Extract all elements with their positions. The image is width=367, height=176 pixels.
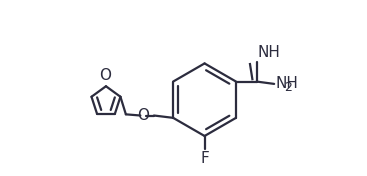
- Text: 2: 2: [284, 81, 292, 94]
- Text: NH: NH: [275, 76, 298, 91]
- Text: F: F: [200, 151, 209, 166]
- Text: NH: NH: [258, 45, 281, 61]
- Text: O: O: [137, 108, 149, 123]
- Text: O: O: [99, 68, 111, 83]
